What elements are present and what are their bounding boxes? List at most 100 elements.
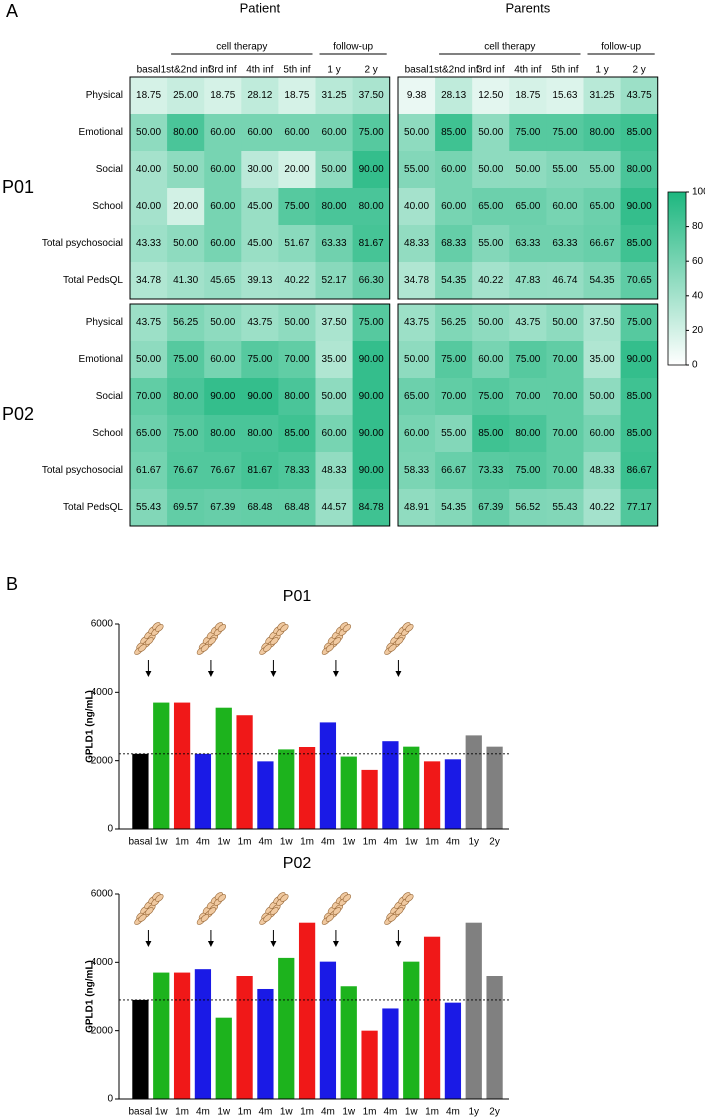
heat-cell: [546, 188, 584, 226]
heat-cell: [398, 225, 436, 263]
heat-cell: [315, 415, 354, 453]
bar: [278, 957, 295, 1099]
cell-label: 63.33: [322, 238, 347, 249]
heat-cell: [583, 188, 622, 226]
heat-cell: [435, 378, 473, 416]
cell-label: 61.67: [136, 465, 161, 476]
x-tick-label: 1w: [342, 1107, 356, 1118]
heat-cell: [167, 304, 205, 342]
cell-label: 43.75: [247, 317, 272, 328]
bar: [278, 749, 295, 829]
cell-label: 54.35: [590, 275, 615, 286]
heat-cell: [167, 489, 205, 527]
y-tick-label: 0: [107, 1094, 113, 1105]
heat-cell: [204, 77, 242, 115]
cell-label: 90.00: [627, 354, 652, 365]
cell-label: 48.33: [590, 465, 615, 476]
heat-cell: [546, 151, 584, 189]
heat-cell: [278, 225, 316, 263]
heat-cell: [278, 262, 316, 300]
cell-shape: [332, 907, 342, 915]
heat-cell: [435, 304, 473, 342]
row-label: Total psychosocial: [42, 465, 123, 476]
cell-label: 69.57: [173, 502, 198, 513]
cell-shape: [138, 644, 147, 652]
cell-label: 75.00: [173, 354, 198, 365]
cell-label: 80.00: [210, 428, 235, 439]
cell-label: 50.00: [210, 317, 235, 328]
cell-label: 50.00: [404, 354, 429, 365]
cell-label: 81.67: [359, 238, 384, 249]
heat-cell: [352, 262, 391, 300]
heat-cell: [352, 304, 391, 342]
heat-cell: [278, 489, 316, 527]
heat-cell: [620, 188, 659, 226]
heat-cell: [241, 415, 279, 453]
heat-cell: [620, 114, 659, 152]
x-tick-label: 1m: [363, 1107, 377, 1118]
cell-label: 18.75: [515, 90, 540, 101]
colorbar-tick-label: 40: [692, 290, 704, 301]
heat-cell: [509, 378, 547, 416]
heat-cell: [130, 262, 168, 300]
heat-cell: [583, 415, 622, 453]
cell-label: 81.67: [247, 465, 272, 476]
cell-label: 9.38: [407, 90, 427, 101]
cell-shape: [270, 637, 279, 645]
cell-label: 65.00: [515, 201, 540, 212]
cell-label: 35.00: [590, 354, 615, 365]
cell-label: 28.13: [441, 90, 466, 101]
bar: [403, 961, 420, 1099]
heat-cell: [620, 151, 659, 189]
cell-label: 75.00: [173, 428, 198, 439]
heat-cell: [315, 489, 354, 527]
cell-label: 50.00: [173, 238, 198, 249]
cell-icon: [196, 892, 227, 947]
cell-label: 76.67: [210, 465, 235, 476]
heat-cell: [204, 378, 242, 416]
bar: [319, 722, 337, 829]
cell-shape: [207, 637, 217, 645]
x-tick-label: basal: [128, 837, 152, 848]
heat-cell: [583, 378, 622, 416]
heat-cell: [204, 415, 242, 453]
bar: [236, 715, 253, 829]
cell-shape: [217, 894, 227, 902]
cell-label: 55.43: [552, 502, 577, 513]
cell-label: 37.50: [590, 317, 615, 328]
heat-cell: [435, 188, 473, 226]
cell-label: 73.33: [478, 465, 503, 476]
heat-cell: [509, 151, 547, 189]
heat-cell: [315, 77, 354, 115]
cell-label: 84.78: [359, 502, 384, 513]
heat-cell: [241, 489, 279, 527]
bar: [132, 999, 149, 1099]
block-border: [129, 303, 391, 527]
heat-cell: [435, 452, 473, 490]
column-label: 1 y: [595, 65, 608, 76]
colorbar-tick-label: 60: [692, 256, 704, 267]
heat-cell: [204, 304, 242, 342]
block-border: [397, 303, 659, 527]
heat-cell: [278, 341, 316, 379]
heat-cell: [204, 262, 242, 300]
cell-shape: [332, 637, 342, 645]
cell-label: 85.00: [284, 428, 309, 439]
heat-cell: [352, 452, 391, 490]
heat-cell: [620, 378, 659, 416]
heat-cell: [167, 77, 205, 115]
y-tick-label: 2000: [91, 755, 114, 766]
bar: [340, 756, 357, 829]
heat-cell: [241, 262, 279, 300]
cell-label: 90.00: [359, 428, 384, 439]
y-axis-label: GPLD1 (ng/mL): [85, 960, 96, 1033]
bar: [173, 702, 191, 829]
cell-label: 50.00: [322, 391, 347, 402]
cell-shape: [207, 907, 217, 915]
heat-cell: [352, 489, 391, 527]
cell-label: 68.48: [247, 502, 272, 513]
cell-icon: [321, 892, 352, 947]
x-tick-label: 4m: [321, 837, 335, 848]
heat-cell: [472, 77, 510, 115]
bar: [194, 753, 212, 829]
